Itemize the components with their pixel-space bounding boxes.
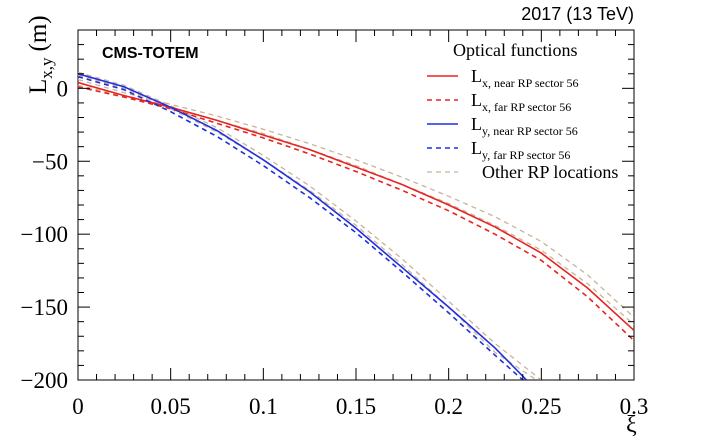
x-tick-label: 0.15 (336, 394, 376, 419)
y-axis-label-sub: x,y (37, 57, 56, 79)
ticks-layer (77, 29, 635, 381)
series-line-1 (78, 86, 634, 342)
legend-label: Other RP locations (482, 162, 618, 182)
y-axis-label-main: L (25, 79, 52, 94)
series-layer (78, 71, 634, 380)
y-axis-label-unit: (m) (25, 15, 52, 51)
series-line-6 (78, 78, 634, 318)
legend-label: Ly, near RP sector 56 (471, 114, 578, 138)
series-line-0 (78, 81, 634, 331)
y-tick-label: −200 (21, 368, 68, 393)
x-tick-label: 0.25 (521, 394, 561, 419)
y-tick-labels: 0 −50 −100 −150 −200 (21, 76, 68, 393)
y-tick-label: 0 (57, 76, 69, 101)
series-line-3 (78, 75, 524, 380)
y-axis-label: Lx,y (m) (25, 15, 56, 94)
x-tick-label: 0 (72, 394, 84, 419)
x-tick-label: 0.3 (620, 394, 649, 419)
series-line-4 (78, 71, 542, 380)
legend-label: Lx, near RP sector 56 (471, 66, 579, 90)
x-tick-label: 0.1 (249, 394, 278, 419)
x-tick-labels: 0 0.05 0.1 0.15 0.2 0.25 0.3 (72, 394, 648, 419)
x-tick-label: 0.05 (151, 394, 191, 419)
legend-label: Lx, far RP sector 56 (471, 90, 571, 114)
legend-title: Optical functions (453, 40, 577, 60)
energy-label: 2017 (13 TeV) (521, 4, 634, 24)
y-tick-label: −50 (32, 149, 68, 174)
legend: Optical functions Lx, near RP sector 56L… (427, 40, 618, 182)
y-tick-label: −100 (21, 222, 68, 247)
series-line-5 (78, 74, 537, 380)
legend-label: Ly, far RP sector 56 (471, 138, 570, 162)
x-tick-label: 0.2 (434, 394, 463, 419)
series-line-7 (78, 84, 634, 326)
series-line-2 (78, 73, 528, 380)
x-axis-label: ξ (626, 412, 637, 438)
experiment-label: CMS-TOTEM (102, 45, 199, 62)
y-tick-label: −150 (21, 295, 68, 320)
